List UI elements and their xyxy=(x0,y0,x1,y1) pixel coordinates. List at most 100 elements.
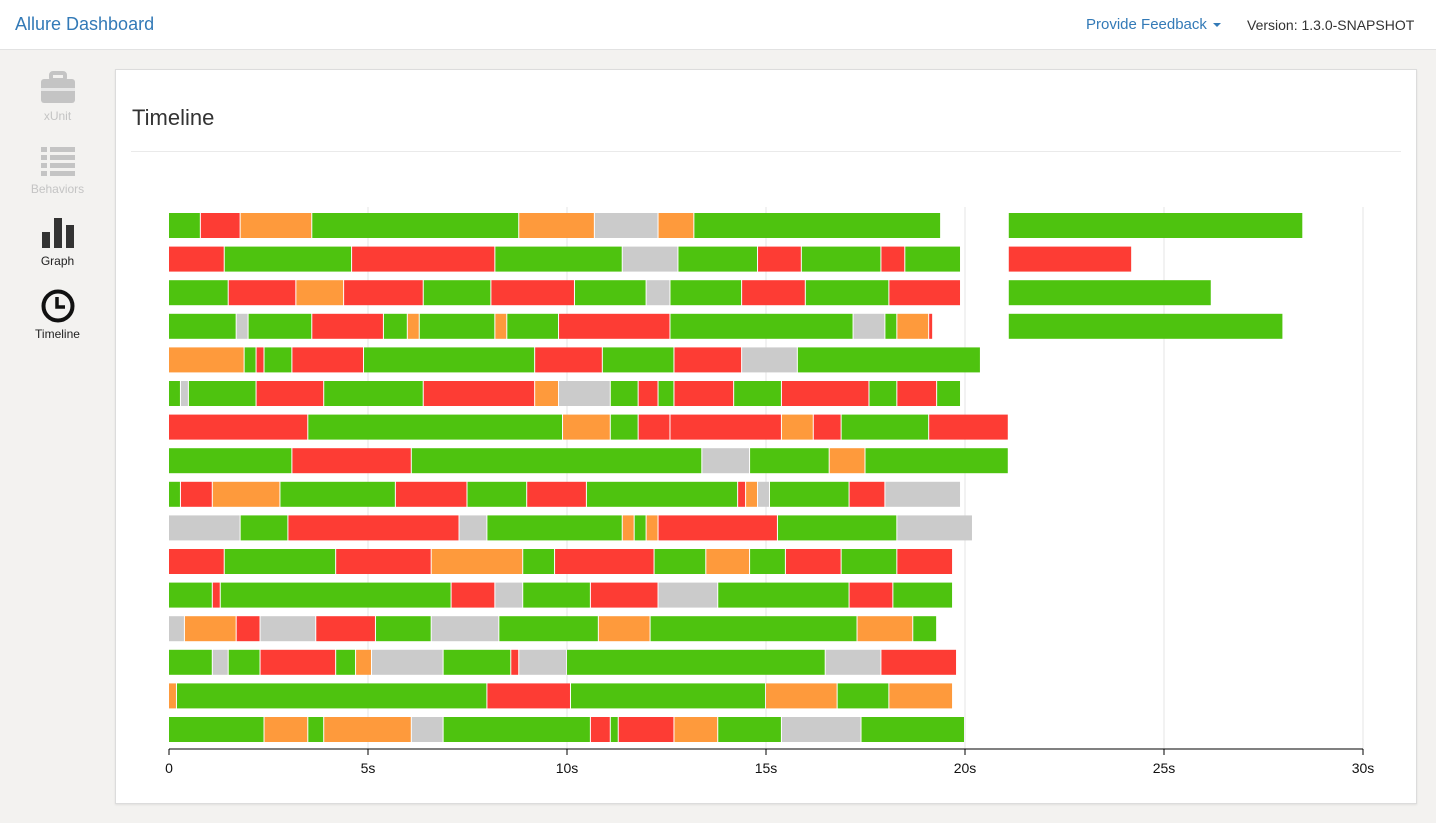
test-bar-failed[interactable] xyxy=(929,414,1008,440)
brand-link[interactable]: Allure Dashboard xyxy=(15,14,155,34)
test-bar-failed[interactable] xyxy=(491,280,574,306)
test-bar-passed[interactable] xyxy=(865,448,1008,474)
test-bar-passed[interactable] xyxy=(169,381,180,406)
test-bar-failed[interactable] xyxy=(423,381,535,406)
test-bar-passed[interactable] xyxy=(913,616,937,642)
test-bar-failed[interactable] xyxy=(670,414,781,440)
test-bar-passed[interactable] xyxy=(188,381,256,406)
test-bar-passed[interactable] xyxy=(423,280,491,306)
test-bar-skipped[interactable] xyxy=(169,515,240,541)
test-bar-broken[interactable] xyxy=(829,448,865,474)
test-bar-skipped[interactable] xyxy=(495,582,523,608)
test-bar-broken[interactable] xyxy=(240,213,312,238)
test-bar-failed[interactable] xyxy=(881,246,905,272)
test-bar-skipped[interactable] xyxy=(559,381,610,406)
test-bar-failed[interactable] xyxy=(236,616,260,642)
test-bar-failed[interactable] xyxy=(849,481,885,507)
test-bar-broken[interactable] xyxy=(646,515,658,541)
test-bar-passed[interactable] xyxy=(1008,213,1303,238)
test-bar-passed[interactable] xyxy=(654,549,706,574)
test-bar-passed[interactable] xyxy=(650,616,857,642)
test-bar-failed[interactable] xyxy=(316,616,375,642)
test-bar-passed[interactable] xyxy=(750,549,785,574)
test-bar-failed[interactable] xyxy=(344,280,423,306)
test-bar-skipped[interactable] xyxy=(371,649,443,675)
test-bar-failed[interactable] xyxy=(200,213,240,238)
test-bar-skipped[interactable] xyxy=(781,717,861,742)
test-bar-passed[interactable] xyxy=(443,717,590,742)
test-bar-passed[interactable] xyxy=(220,582,451,608)
test-bar-failed[interactable] xyxy=(674,381,734,406)
test-bar-passed[interactable] xyxy=(308,414,563,440)
test-bar-failed[interactable] xyxy=(559,313,670,339)
test-bar-broken[interactable] xyxy=(324,717,411,742)
test-bar-passed[interactable] xyxy=(228,649,260,675)
test-bar-failed[interactable] xyxy=(336,549,431,574)
test-bar-failed[interactable] xyxy=(256,381,324,406)
test-bar-passed[interactable] xyxy=(169,448,292,474)
test-bar-passed[interactable] xyxy=(905,246,961,272)
test-bar-failed[interactable] xyxy=(292,448,411,474)
test-bar-broken[interactable] xyxy=(706,549,750,574)
test-bar-passed[interactable] xyxy=(574,280,646,306)
test-bar-broken[interactable] xyxy=(781,414,813,440)
test-bar-failed[interactable] xyxy=(169,414,308,440)
test-bar-passed[interactable] xyxy=(244,347,256,373)
test-bar-skipped[interactable] xyxy=(658,582,718,608)
test-bar-failed[interactable] xyxy=(288,515,459,541)
test-bar-failed[interactable] xyxy=(256,347,264,373)
test-bar-failed[interactable] xyxy=(742,280,805,306)
test-bar-skipped[interactable] xyxy=(212,649,228,675)
test-bar-broken[interactable] xyxy=(622,515,634,541)
test-bar-passed[interactable] xyxy=(324,381,423,406)
test-bar-passed[interactable] xyxy=(375,616,431,642)
test-bar-broken[interactable] xyxy=(563,414,610,440)
test-bar-failed[interactable] xyxy=(395,481,467,507)
test-bar-passed[interactable] xyxy=(467,481,527,507)
test-bar-broken[interactable] xyxy=(169,347,244,373)
test-bar-skipped[interactable] xyxy=(742,347,797,373)
test-bar-passed[interactable] xyxy=(169,313,236,339)
test-bar-broken[interactable] xyxy=(407,313,419,339)
test-bar-passed[interactable] xyxy=(658,381,674,406)
test-bar-failed[interactable] xyxy=(738,481,746,507)
test-bar-passed[interactable] xyxy=(670,280,742,306)
test-bar-passed[interactable] xyxy=(769,481,849,507)
test-bar-skipped[interactable] xyxy=(825,649,881,675)
sidebar-item-graph[interactable]: Graph xyxy=(0,216,115,286)
test-bar-failed[interactable] xyxy=(638,414,670,440)
test-bar-passed[interactable] xyxy=(734,381,781,406)
test-bar-passed[interactable] xyxy=(837,683,889,709)
test-bar-passed[interactable] xyxy=(694,213,941,238)
test-bar-passed[interactable] xyxy=(169,582,212,608)
test-bar-broken[interactable] xyxy=(519,213,594,238)
test-bar-failed[interactable] xyxy=(658,515,777,541)
test-bar-passed[interactable] xyxy=(777,515,897,541)
test-bar-broken[interactable] xyxy=(184,616,236,642)
test-bar-passed[interactable] xyxy=(634,515,646,541)
test-bar-passed[interactable] xyxy=(861,717,964,742)
test-bar-passed[interactable] xyxy=(240,515,288,541)
test-bar-failed[interactable] xyxy=(451,582,495,608)
test-bar-broken[interactable] xyxy=(169,683,176,709)
test-bar-failed[interactable] xyxy=(674,347,742,373)
test-bar-passed[interactable] xyxy=(499,616,598,642)
test-bar-passed[interactable] xyxy=(610,414,638,440)
test-bar-passed[interactable] xyxy=(602,347,674,373)
test-bar-failed[interactable] xyxy=(1008,246,1132,272)
test-bar-broken[interactable] xyxy=(264,717,308,742)
sidebar-item-behaviors[interactable]: Behaviors xyxy=(0,146,115,216)
test-bar-passed[interactable] xyxy=(495,246,622,272)
test-bar-broken[interactable] xyxy=(746,481,758,507)
test-bar-passed[interactable] xyxy=(523,582,590,608)
test-bar-skipped[interactable] xyxy=(180,381,188,406)
test-bar-passed[interactable] xyxy=(443,649,511,675)
test-bar-passed[interactable] xyxy=(841,414,929,440)
test-bar-passed[interactable] xyxy=(419,313,495,339)
test-bar-broken[interactable] xyxy=(296,280,344,306)
test-bar-broken[interactable] xyxy=(431,549,523,574)
test-bar-failed[interactable] xyxy=(292,347,364,373)
test-bar-passed[interactable] xyxy=(801,246,881,272)
test-bar-broken[interactable] xyxy=(857,616,913,642)
test-bar-skipped[interactable] xyxy=(622,246,678,272)
